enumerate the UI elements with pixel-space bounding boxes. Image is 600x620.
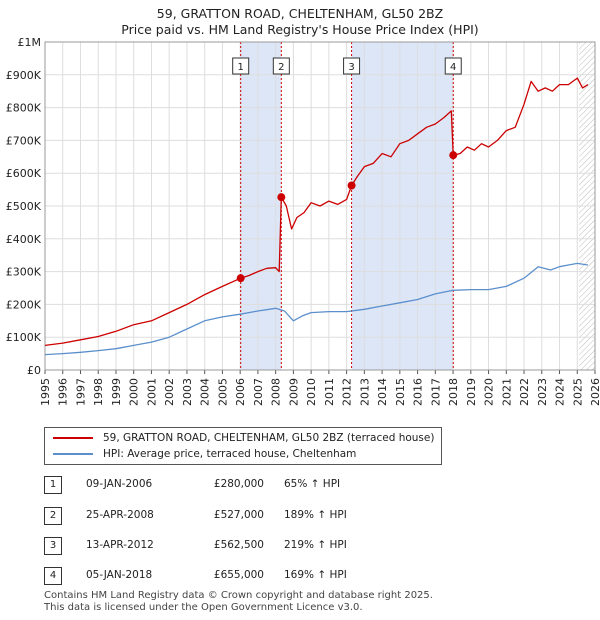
x-tick-label: 2010 — [305, 378, 318, 406]
x-tick-label: 2011 — [323, 378, 336, 406]
transaction-price: £655,000 — [213, 569, 264, 581]
x-tick-label: 2001 — [145, 378, 158, 406]
y-tick-label: £500K — [6, 200, 42, 213]
y-tick-label: £100K — [6, 331, 42, 344]
transaction-price: £562,500 — [213, 539, 264, 551]
x-tick-label: 2014 — [376, 378, 389, 406]
x-tick-label: 2013 — [358, 378, 371, 406]
hpi-line — [44, 262, 588, 356]
x-tick-label: 2008 — [270, 378, 283, 406]
legend-swatch-hpi — [53, 453, 93, 455]
y-tick-label: £400K — [6, 233, 42, 246]
x-tick-label: 2023 — [536, 378, 549, 406]
legend-label-hpi: HPI: Average price, terraced house, Chel… — [103, 448, 357, 460]
sale-point — [277, 193, 286, 202]
x-tick-label: 2019 — [465, 378, 478, 406]
x-tick-label: 2004 — [199, 378, 212, 406]
transaction-row: 2 25-APR-2008 £527,000 189% ↑ HPI — [44, 507, 484, 527]
sale-number-label: 1 — [238, 62, 244, 73]
y-tick-label: £200K — [6, 298, 42, 311]
transaction-date: 09-JAN-2006 — [86, 478, 153, 490]
sale-point — [449, 151, 458, 160]
y-tick-label: £600K — [6, 167, 42, 180]
transaction-date: 05-JAN-2018 — [86, 569, 153, 581]
transaction-number: 4 — [44, 567, 62, 585]
plot-border — [44, 41, 596, 371]
x-tick-label: 2009 — [287, 378, 300, 406]
legend-item-hpi: HPI: Average price, terraced house, Chel… — [53, 446, 356, 462]
x-tick-label: 2026 — [589, 378, 600, 406]
legend-swatch-price — [53, 437, 93, 439]
chart-subtitle: Price paid vs. HM Land Registry's House … — [121, 22, 479, 37]
y-tick-label: £900K — [6, 69, 42, 82]
x-tick-label: 2006 — [234, 378, 247, 406]
x-tick-label: 1999 — [110, 378, 123, 406]
x-tick-label: 2021 — [500, 378, 513, 406]
y-tick-label: £0 — [27, 364, 41, 377]
x-tick-label: 2012 — [341, 378, 354, 406]
transaction-row: 1 09-JAN-2006 £280,000 65% ↑ HPI — [44, 476, 484, 496]
x-tick-label: 2003 — [181, 378, 194, 406]
sale-number-label: 3 — [348, 62, 354, 73]
sale-number-box — [232, 57, 250, 75]
y-tick-label: £800K — [6, 102, 42, 115]
transaction-number: 1 — [44, 476, 62, 494]
legend: 59, GRATTON ROAD, CHELTENHAM, GL50 2BZ (… — [44, 427, 442, 465]
x-tick-label: 2005 — [216, 378, 229, 406]
transaction-hpi: 189% ↑ HPI — [284, 509, 347, 521]
x-tick-label: 1997 — [74, 378, 87, 406]
transaction-hpi: 219% ↑ HPI — [284, 539, 347, 551]
transaction-number: 3 — [44, 537, 62, 555]
chart-title: 59, GRATTON ROAD, CHELTENHAM, GL50 2BZ — [156, 6, 444, 21]
transaction-price: £280,000 — [213, 478, 264, 490]
transaction-date: 13-APR-2012 — [86, 539, 154, 551]
footer-copyright: Contains HM Land Registry data © Crown c… — [44, 590, 433, 601]
x-tick-label: 2002 — [163, 378, 176, 406]
x-tick-label: 2020 — [483, 378, 496, 406]
x-tick-label: 2015 — [394, 378, 407, 406]
x-tick-label: 2025 — [571, 378, 584, 406]
x-tick-label: 1995 — [39, 378, 52, 406]
x-tick-label: 2017 — [429, 378, 442, 406]
transaction-number: 2 — [44, 507, 62, 525]
x-tick-label: 2016 — [412, 378, 425, 406]
x-tick-label: 2007 — [252, 378, 265, 406]
transaction-date: 25-APR-2008 — [86, 509, 154, 521]
x-tick-label: 2000 — [128, 378, 141, 406]
x-tick-label: 2018 — [447, 378, 460, 406]
legend-label-price: 59, GRATTON ROAD, CHELTENHAM, GL50 2BZ (… — [103, 432, 435, 444]
sale-number-box — [343, 57, 361, 75]
transaction-price: £527,000 — [213, 509, 264, 521]
price-paid-line — [44, 77, 589, 347]
transaction-hpi: 169% ↑ HPI — [284, 569, 347, 581]
x-tick-label: 2022 — [518, 378, 531, 406]
footer-licence: This data is licensed under the Open Gov… — [44, 602, 363, 613]
x-tick-label: 2024 — [554, 378, 567, 406]
x-tick-label: 1996 — [57, 378, 70, 406]
sale-point — [347, 181, 356, 190]
sale-number-label: 4 — [450, 62, 456, 73]
x-tick-label: 1998 — [92, 378, 105, 406]
transaction-hpi: 65% ↑ HPI — [284, 478, 341, 490]
sale-number-label: 2 — [278, 62, 284, 73]
transaction-row: 3 13-APR-2012 £562,500 219% ↑ HPI — [44, 537, 484, 557]
legend-item-price: 59, GRATTON ROAD, CHELTENHAM, GL50 2BZ (… — [53, 430, 434, 446]
sale-point — [236, 274, 245, 283]
sale-number-box — [444, 57, 462, 75]
price-chart: £0 £100K £200K £300K £400K £500K £600K £700K £80… — [6, 36, 600, 406]
y-tick-label: £1M — [18, 36, 42, 49]
sale-number-box — [272, 57, 290, 75]
y-tick-label: £700K — [6, 134, 42, 147]
transaction-row: 4 05-JAN-2018 £655,000 169% ↑ HPI — [44, 567, 484, 587]
y-tick-label: £300K — [6, 266, 42, 279]
